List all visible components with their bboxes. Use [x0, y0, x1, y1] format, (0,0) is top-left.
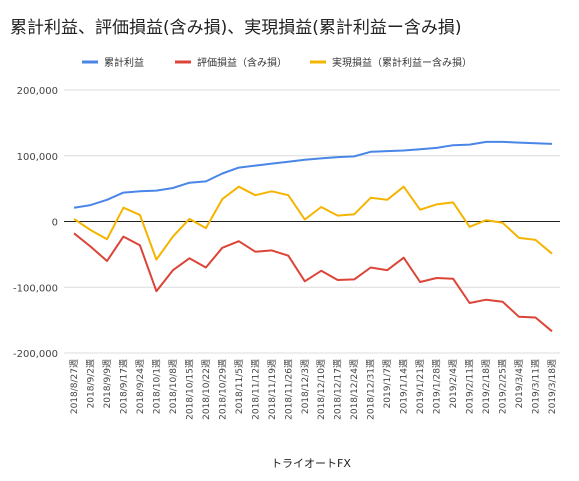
x-tick-label-3: 2018/9/17週: [118, 359, 129, 414]
y-tick-label-4: -200,000: [13, 349, 58, 360]
legend-label-0: 累計利益: [104, 56, 144, 69]
series-lines: [73, 140, 553, 333]
chart-title: 累計利益、評価損益(含み損)、実現損益(累計利益ー含み損): [10, 18, 462, 38]
x-tick-label-6: 2018/10/8週: [168, 359, 179, 414]
x-tick-label-21: 2019/1/21週: [415, 359, 426, 414]
x-tick-label-16: 2018/12/17週: [333, 359, 344, 420]
x-tick-label-1: 2018/9/2週: [86, 359, 97, 408]
x-tick-label-7: 2018/10/15週: [184, 359, 195, 420]
y-tick-label-0: 200,000: [17, 86, 58, 97]
x-axis-label: トライオートFX: [271, 457, 351, 470]
series-line-0: [73, 140, 553, 209]
legend-label-2: 実現損益（累計利益ー含み損）: [332, 56, 472, 69]
x-tick-label-25: 2019/2/18週: [481, 359, 492, 414]
y-tick-label-3: -100,000: [13, 283, 58, 294]
x-tick-label-26: 2019/2/25週: [498, 359, 509, 414]
x-tick-label-17: 2018/12/24週: [349, 359, 360, 420]
x-tick-label-28: 2019/3/11週: [531, 359, 542, 414]
x-tick-label-11: 2018/11/12週: [250, 359, 261, 420]
series-line-1: [73, 232, 553, 333]
x-tick-label-4: 2018/9/24週: [135, 359, 146, 414]
x-tick-label-29: 2019/3/18週: [547, 359, 558, 414]
chart-legend: 累計利益 評価損益（含み損） 実現損益（累計利益ー含み損）: [82, 56, 472, 69]
x-tick-label-20: 2019/1/14週: [399, 359, 410, 414]
series-line-2: [73, 185, 553, 261]
x-tick-label-0: 2018/8/27週: [69, 359, 80, 414]
y-tick-label-1: 100,000: [17, 152, 58, 163]
x-tick-label-23: 2019/2/4週: [448, 359, 459, 408]
x-tick-label-10: 2018/11/5週: [234, 359, 245, 414]
y-axis-ticks: 200,000 100,000 0 -100,000 -200,000: [13, 86, 58, 360]
x-tick-label-24: 2019/2/11週: [465, 359, 476, 414]
x-tick-label-22: 2019/1/28週: [432, 359, 443, 414]
x-tick-label-27: 2019/3/4週: [514, 359, 525, 408]
x-tick-label-18: 2018/12/31週: [366, 359, 377, 420]
x-tick-label-13: 2018/11/26週: [283, 359, 294, 420]
x-axis-ticks: 2018/8/27週 2018/9/2週 2018/9/9週 2018/9/17週 20…: [69, 359, 558, 420]
x-tick-label-2: 2018/9/9週: [102, 359, 113, 408]
x-tick-label-8: 2018/10/22週: [201, 359, 212, 420]
x-tick-label-5: 2018/10/1週: [151, 359, 162, 414]
x-tick-label-9: 2018/10/29週: [217, 359, 228, 420]
x-tick-label-12: 2018/11/19週: [267, 359, 278, 420]
legend-label-1: 評価損益（含み損）: [197, 56, 287, 69]
x-tick-label-15: 2018/12/10週: [316, 359, 327, 420]
gridlines: [64, 89, 560, 354]
y-tick-label-2: 0: [52, 218, 58, 229]
x-tick-label-14: 2018/12/3週: [300, 359, 311, 414]
x-tick-label-19: 2019/1/7週: [382, 359, 393, 408]
